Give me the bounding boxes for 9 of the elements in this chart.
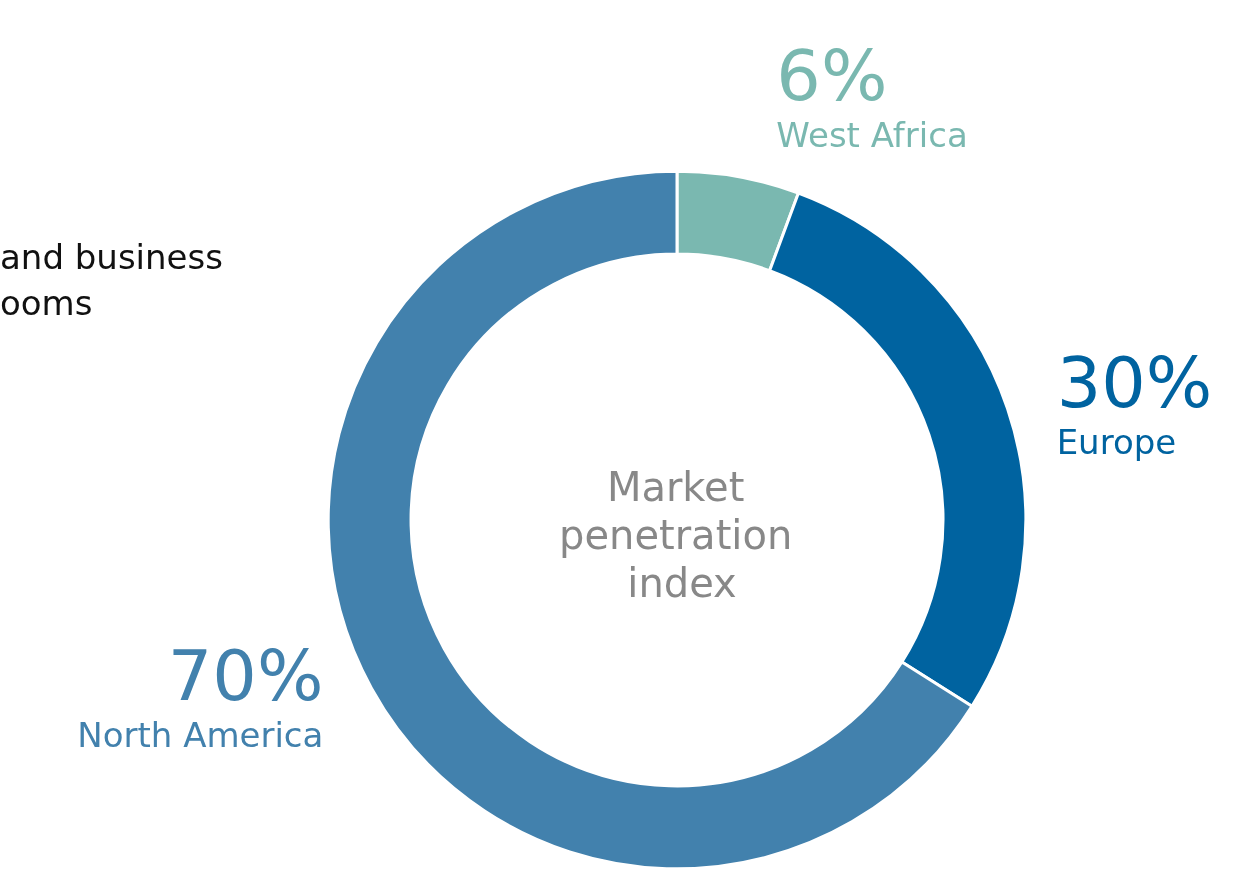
data-label: 6%: [776, 34, 888, 117]
slice-label: West Africa: [776, 114, 968, 155]
data-label: 70%: [167, 634, 324, 717]
text: Market penetration index: [559, 464, 805, 606]
slice-label: North America: [77, 714, 324, 755]
data-label: 30%: [1056, 342, 1213, 425]
slice-label: Europe: [1056, 422, 1177, 463]
text: and business: [0, 237, 223, 277]
text: ooms: [0, 283, 93, 323]
